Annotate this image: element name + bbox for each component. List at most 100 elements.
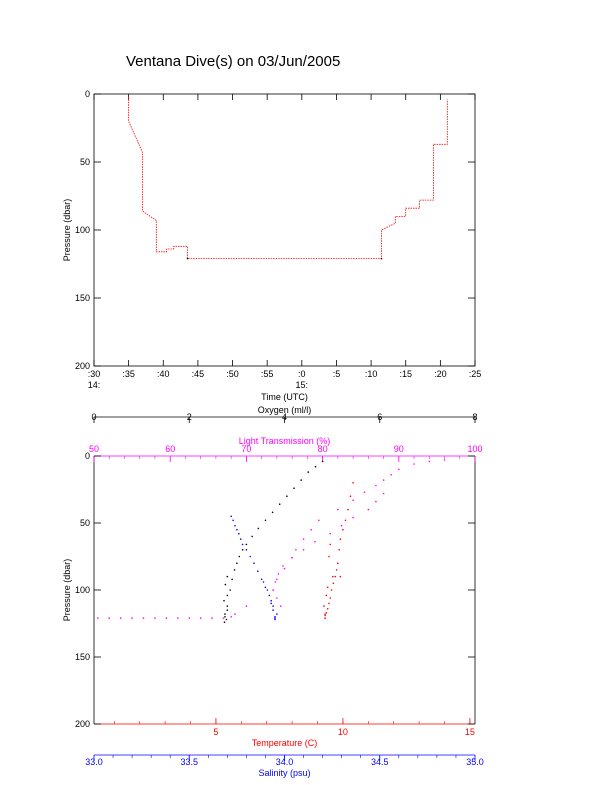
y-tick-label: 150 xyxy=(75,652,90,662)
salinity-data-point xyxy=(274,618,276,621)
light-data-point xyxy=(276,578,278,581)
oxygen-data-point xyxy=(314,465,317,468)
x-tick-label: :30 xyxy=(88,369,101,379)
light-data-point xyxy=(318,519,320,522)
x-axis-label: Time (UTC) xyxy=(261,392,308,402)
light-data-point xyxy=(277,573,280,575)
temperature-data-point xyxy=(330,589,333,591)
light-data-point xyxy=(272,589,274,591)
x-tick-label: :0 xyxy=(298,369,306,379)
light-data-point xyxy=(302,549,305,551)
temperature-data-point xyxy=(335,569,338,571)
oxygen-data-point xyxy=(264,519,267,522)
temperature-data-point xyxy=(334,575,337,578)
salinity-data-point xyxy=(268,594,271,597)
temperature-data-point xyxy=(329,597,332,599)
light-data-point xyxy=(375,500,377,503)
salinity-tick-label: 35.0 xyxy=(466,757,484,767)
temperature-tick-label: 15 xyxy=(465,727,475,737)
y-tick-label: 150 xyxy=(75,293,90,303)
salinity-data-point xyxy=(276,613,278,615)
light-data-point xyxy=(211,617,213,619)
temperature-data-point xyxy=(326,586,329,589)
oxygen-data-point xyxy=(223,621,226,623)
x-tick-label: :15 xyxy=(399,369,412,379)
light-data-point xyxy=(329,532,332,535)
temperature-data-point xyxy=(339,575,342,578)
light-data-point xyxy=(165,617,168,619)
temperature-data-point xyxy=(352,482,354,484)
salinity-data-point xyxy=(238,532,240,535)
oxygen-data-point xyxy=(307,471,310,473)
light-data-point xyxy=(413,463,415,465)
light-data-point xyxy=(177,617,179,619)
salinity-data-point xyxy=(264,586,267,589)
light-data-point xyxy=(302,538,305,540)
light-data-point xyxy=(291,557,293,559)
oxygen-data-point xyxy=(224,613,226,615)
oxygen-data-point xyxy=(241,549,244,551)
salinity-data-point xyxy=(230,515,232,518)
y-axis-label: Pressure (dbar) xyxy=(62,559,72,622)
salinity-tick-label: 34.5 xyxy=(371,757,389,767)
salinity-data-point xyxy=(262,581,265,583)
salinity-data-point xyxy=(266,589,269,591)
oxygen-data-point xyxy=(245,543,248,546)
salinity-data-point xyxy=(257,570,259,572)
temperature-data-point xyxy=(332,575,334,578)
light-transmission-tick-label: 60 xyxy=(165,444,175,454)
x-tick-label: :40 xyxy=(157,369,170,379)
salinity-data-point xyxy=(249,555,251,558)
oxygen-data-point xyxy=(231,578,233,581)
salinity-data-point xyxy=(274,617,276,619)
data-point xyxy=(380,257,383,260)
salinity-data-point xyxy=(241,543,244,546)
temperature-data-point xyxy=(339,538,342,540)
y-tick-label: 200 xyxy=(75,361,90,371)
temperature-data-point xyxy=(324,617,326,619)
light-data-point xyxy=(283,567,286,570)
temperature-data-point xyxy=(324,613,326,615)
light-data-point xyxy=(295,549,297,551)
oxygen-tick-label: 6 xyxy=(377,412,382,422)
light-data-point xyxy=(154,617,156,619)
light-data-point xyxy=(234,613,236,615)
oxygen-data-point xyxy=(226,575,229,578)
y-axis-label: Pressure (dbar) xyxy=(62,199,72,262)
salinity-data-point xyxy=(274,616,276,618)
temperature-tick-label: 5 xyxy=(213,727,218,737)
light-data-point xyxy=(382,492,385,495)
salinity-data-point xyxy=(260,578,263,581)
light-data-point xyxy=(382,479,385,481)
oxygen-data-point xyxy=(236,562,238,564)
oxygen-data-point xyxy=(223,599,225,602)
temperature-data-point xyxy=(329,543,332,546)
oxygen-data-point xyxy=(271,511,274,514)
temperature-data-point xyxy=(324,614,326,617)
x-tick-label: :50 xyxy=(226,369,239,379)
light-data-point xyxy=(108,617,110,619)
y-tick-label: 100 xyxy=(75,585,90,595)
oxygen-tick-label: 4 xyxy=(282,412,287,422)
light-data-point xyxy=(282,565,284,567)
oxygen-data-point xyxy=(233,569,236,571)
salinity-tick-label: 33.5 xyxy=(180,757,198,767)
oxygen-tick-label: 0 xyxy=(91,412,96,422)
temperature-data-point xyxy=(326,608,329,610)
light-data-point xyxy=(363,491,366,494)
oxygen-data-point xyxy=(226,609,229,611)
light-transmission-tick-label: 90 xyxy=(394,444,404,454)
light-data-point xyxy=(142,617,145,619)
light-data-point xyxy=(352,516,354,519)
oxygen-axis-title: Oxygen (ml/l) xyxy=(258,405,312,415)
light-data-point xyxy=(97,617,99,619)
oxygen-data-point xyxy=(251,535,253,538)
temperature-data-point xyxy=(349,495,352,498)
oxygen-data-point xyxy=(300,479,303,481)
temperature-axis-title: Temperature (C) xyxy=(252,738,318,748)
oxygen-tick-label: 2 xyxy=(187,412,192,422)
oxygen-data-point xyxy=(321,460,324,463)
data-point xyxy=(186,257,189,260)
